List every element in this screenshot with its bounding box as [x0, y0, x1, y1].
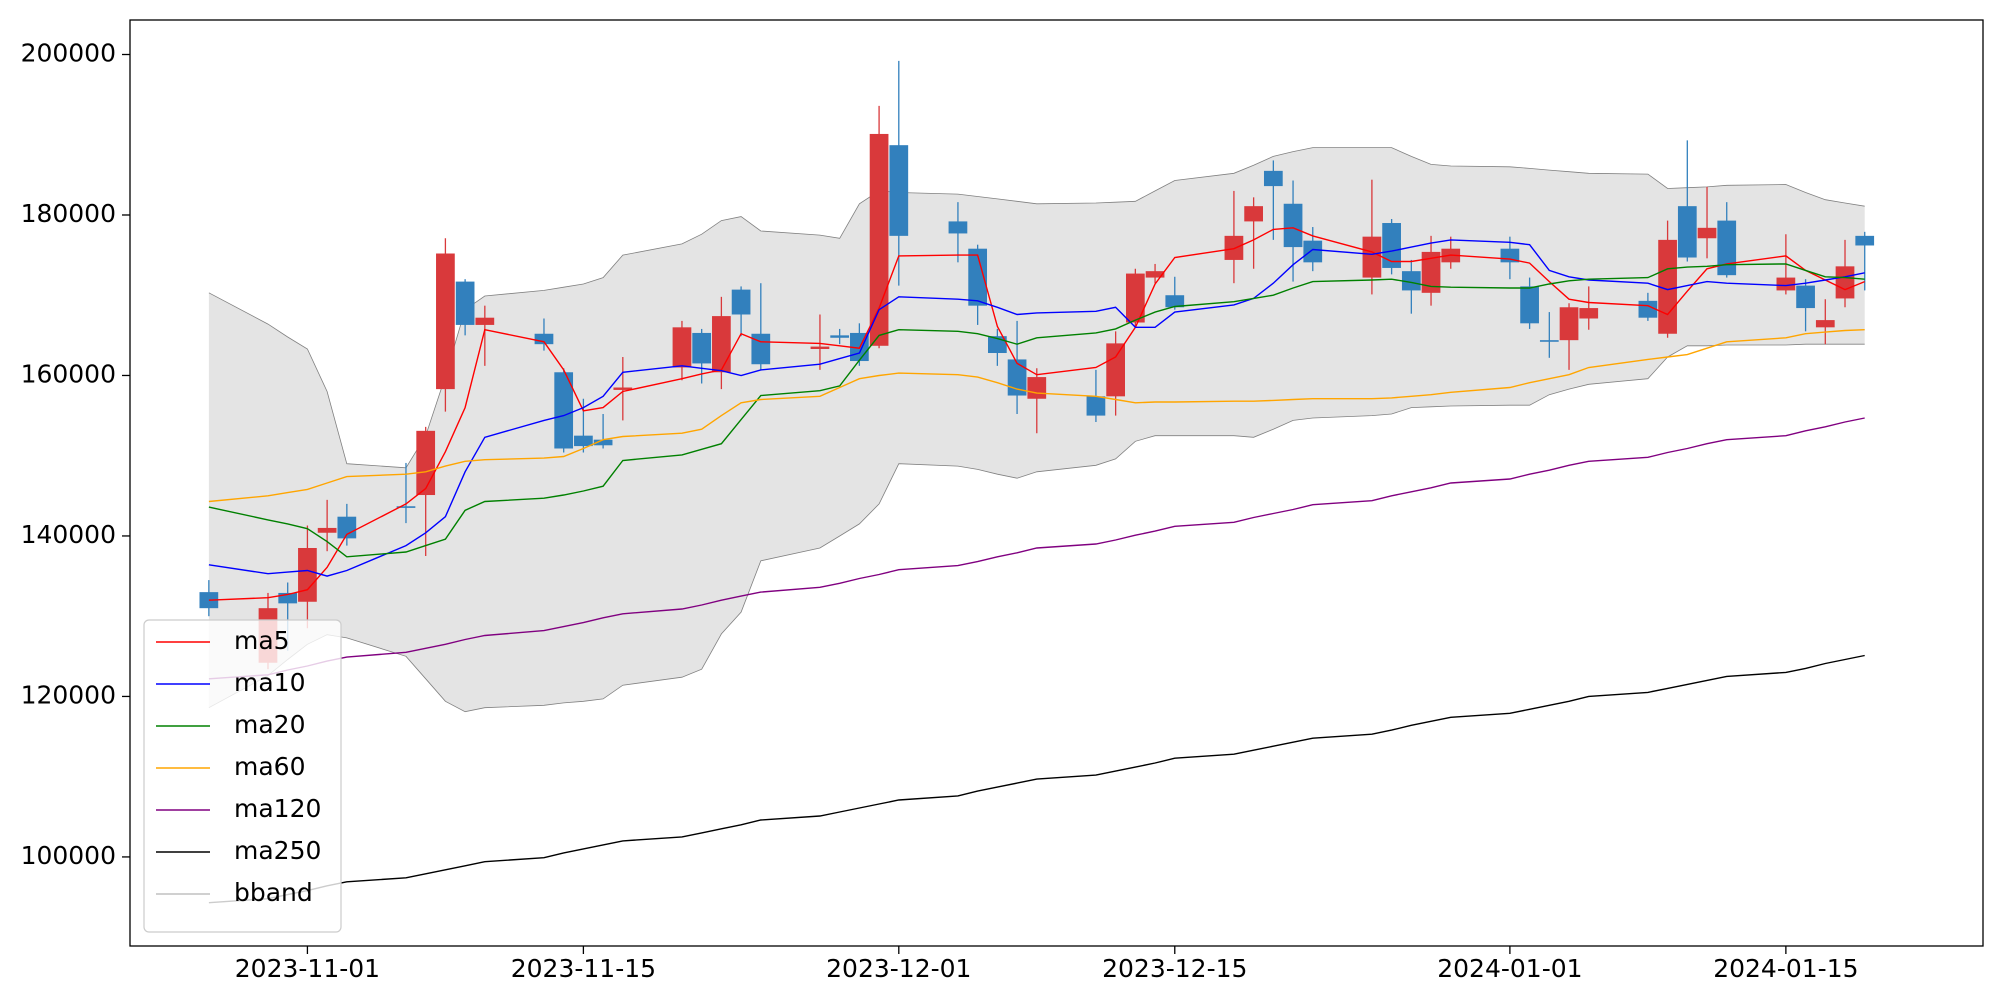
candle-body	[1145, 271, 1165, 278]
ma-line	[208, 263, 1865, 558]
legend-label: ma60	[234, 752, 305, 781]
candle-body	[199, 592, 219, 609]
y-tick-label: 140000	[21, 520, 116, 549]
candle-body	[1106, 343, 1126, 397]
y-tick-label: 180000	[21, 199, 116, 228]
candle-body	[416, 430, 436, 496]
band-upper	[208, 147, 1865, 469]
candle-body	[1165, 295, 1185, 308]
candle-body	[672, 327, 692, 368]
plot-area	[199, 60, 1875, 904]
ma-line	[208, 329, 1865, 503]
candle-body	[1027, 377, 1047, 399]
legend-label: ma10	[234, 668, 305, 697]
y-tick-label: 120000	[21, 680, 116, 709]
candle-body	[396, 506, 416, 508]
candle-body	[731, 289, 751, 315]
candle-body	[574, 435, 593, 447]
candle-body	[1776, 277, 1796, 291]
axes-frame	[129, 19, 1984, 947]
y-tick-label: 100000	[21, 841, 116, 870]
legend-box	[143, 619, 342, 933]
x-tick-label: 2023-11-15	[511, 954, 656, 983]
ma-line	[208, 239, 1865, 577]
legend-label: ma250	[234, 836, 321, 865]
y-tick-label: 160000	[21, 359, 116, 388]
candle-body	[593, 439, 613, 446]
candle-body	[889, 145, 909, 236]
legend-label: bband	[234, 878, 313, 907]
candle-body	[1421, 251, 1441, 293]
candle-body	[1125, 273, 1145, 323]
candle-body	[948, 221, 968, 234]
candle-body	[1559, 307, 1579, 341]
candle-body	[1362, 236, 1382, 278]
candle-body	[1677, 206, 1697, 258]
candle-body	[1224, 235, 1244, 260]
candle-body	[455, 281, 475, 325]
candle-body	[1697, 227, 1717, 239]
band-lower	[208, 343, 1865, 713]
candle-body	[830, 335, 850, 338]
candle-body	[1579, 308, 1599, 319]
candle-body	[1283, 203, 1303, 248]
candle-body	[1263, 170, 1283, 187]
ma-line	[208, 417, 1865, 680]
candle-body	[337, 516, 357, 539]
candle-body	[1815, 320, 1835, 328]
candle-body	[554, 372, 574, 449]
candle-body	[1539, 340, 1559, 342]
x-tick-label: 2023-12-01	[826, 954, 971, 983]
legend-label: ma20	[234, 710, 305, 739]
candle-body	[1520, 286, 1539, 324]
candle-body	[1835, 266, 1855, 299]
candle-body	[298, 547, 317, 602]
candle-body	[1086, 396, 1106, 416]
ma-line	[208, 654, 1865, 904]
candle-body	[712, 316, 731, 373]
candle-body	[436, 253, 455, 390]
candle-body	[1401, 271, 1421, 291]
legend: ma5 ma10 ma20 ma60 ma120 ma250 bband	[143, 619, 342, 933]
candle-body	[751, 333, 771, 365]
candle-body	[317, 527, 337, 533]
candle-body	[968, 248, 988, 306]
candle-body	[1007, 359, 1027, 396]
candle-body	[1855, 235, 1875, 246]
candle-body	[869, 133, 889, 346]
candle-body	[1303, 240, 1323, 263]
candle-body	[475, 317, 495, 325]
x-tick-label: 2023-11-01	[235, 954, 380, 983]
candle-body	[1796, 285, 1815, 309]
x-tick-label: 2024-01-01	[1437, 954, 1582, 983]
candle-body	[1244, 206, 1263, 222]
candle-body	[613, 387, 633, 390]
x-tick-label: 2023-12-15	[1102, 954, 1247, 983]
candle-body	[1658, 239, 1677, 334]
x-tick-label: 2024-01-15	[1713, 954, 1858, 983]
candle-body	[692, 332, 712, 364]
candle-body	[1382, 223, 1401, 268]
candle-body	[278, 592, 298, 604]
candle-body	[810, 346, 830, 349]
candle-body	[1717, 220, 1737, 276]
legend-label: ma5	[234, 626, 290, 655]
ma-line	[208, 227, 1865, 601]
y-tick-label: 200000	[21, 39, 116, 68]
legend-label: ma120	[234, 794, 321, 823]
candle-body	[534, 333, 554, 345]
